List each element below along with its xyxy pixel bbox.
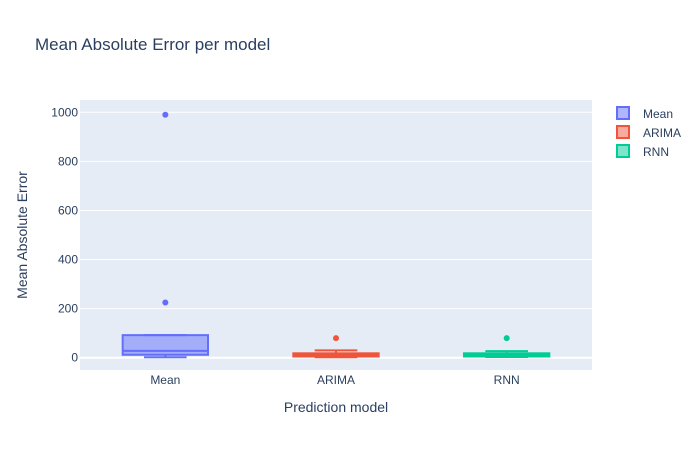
- y-axis-title: Mean Absolute Error: [14, 171, 30, 299]
- legend-swatch: [616, 106, 630, 120]
- y-axis-ticks: 0 200 400 600 800 1000: [51, 105, 78, 364]
- legend-item-mean[interactable]: Mean: [616, 106, 673, 121]
- outlier-point[interactable]: [162, 299, 169, 306]
- y-tick-label: 400: [58, 253, 78, 267]
- plot-area: [80, 100, 592, 370]
- legend-item-rnn[interactable]: RNN: [616, 144, 669, 159]
- y-tick-label: 0: [71, 351, 78, 365]
- outlier-point[interactable]: [503, 335, 510, 342]
- legend-swatch: [616, 125, 630, 139]
- legend-label: RNN: [643, 145, 669, 159]
- outlier-point[interactable]: [162, 111, 169, 118]
- box-rnn: [463, 335, 551, 358]
- x-axis-title: Prediction model: [284, 399, 388, 415]
- legend-label: ARIMA: [643, 126, 681, 140]
- y-tick-label: 1000: [51, 105, 78, 119]
- x-axis-ticks: Mean ARIMA RNN: [150, 373, 519, 387]
- box-arima: [292, 335, 380, 359]
- chart-title: Mean Absolute Error per model: [35, 35, 270, 54]
- x-tick-label: RNN: [494, 373, 520, 387]
- y-tick-label: 200: [58, 302, 78, 316]
- x-tick-label: Mean: [150, 373, 180, 387]
- y-tick-label: 800: [58, 154, 78, 168]
- outlier-point[interactable]: [333, 335, 339, 342]
- box-plots: [121, 111, 551, 359]
- legend-item-arima[interactable]: ARIMA: [616, 125, 681, 140]
- box-mean: [121, 111, 209, 359]
- legend-label: Mean: [643, 107, 673, 121]
- legend-swatch: [616, 144, 630, 158]
- legend[interactable]: Mean ARIMA RNN: [616, 106, 681, 159]
- y-tick-label: 600: [58, 203, 78, 217]
- x-tick-label: ARIMA: [317, 373, 355, 387]
